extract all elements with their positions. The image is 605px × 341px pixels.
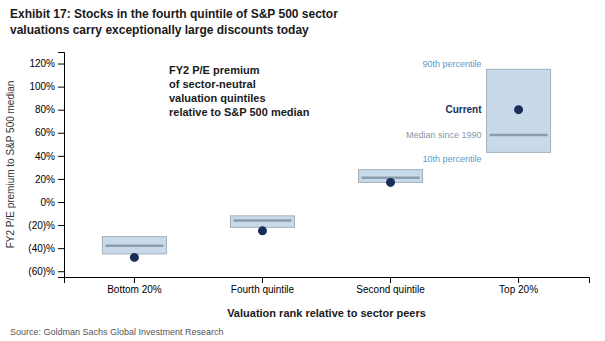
annotation-line: of sector-neutral: [169, 78, 256, 90]
chart: Exhibit 17: Stocks in the fourth quintil…: [0, 0, 605, 341]
x-tick-line: [390, 277, 391, 283]
y-tick: 0%: [41, 197, 64, 208]
medians: [105, 135, 547, 246]
y-tick-label: 20%: [35, 174, 55, 185]
y-tick-line: [58, 156, 64, 157]
box: [487, 69, 551, 152]
currents: [130, 105, 523, 262]
annotation-line: relative to S&P 500 median: [169, 106, 310, 118]
marks: [102, 69, 550, 262]
y-tick-line: [58, 64, 64, 65]
annotation-line: FY2 P/E premium: [169, 64, 260, 76]
y-tick-line: [58, 110, 64, 111]
boxes: [102, 69, 550, 254]
y-tick: 100%: [29, 81, 64, 92]
y-tick: (60)%: [28, 266, 64, 277]
key-labels: 90th percentile Current Median since 1990 1…: [406, 59, 482, 163]
y-tick-label: 100%: [29, 81, 55, 92]
x-tick-label: Fourth quintile: [231, 284, 295, 295]
x-tick: Top 20%: [499, 277, 538, 295]
y-tick-label: (20)%: [28, 220, 55, 231]
y-tick: (40)%: [28, 243, 64, 254]
y-tick-line: [58, 87, 64, 88]
y-tick-line: [58, 202, 64, 203]
box: [102, 237, 166, 254]
y-tick: 40%: [35, 151, 64, 162]
annotation-line: valuation quintiles: [169, 92, 266, 104]
y-tick-label: 40%: [35, 151, 55, 162]
y-axis: (60)% (40)% (20)% 0% 20% 40% 60% 80% 100% 120%: [28, 53, 64, 278]
current-dot: [514, 105, 523, 114]
median-line: [490, 134, 548, 137]
x-tick: Bottom 20%: [107, 277, 162, 295]
y-axis-title: FY2 P/E premium to S&P 500 median: [5, 81, 16, 249]
x-tick: Second quintile: [356, 277, 425, 295]
x-tick-line: [518, 277, 519, 283]
y-tick-line: [58, 225, 64, 226]
title: Exhibit 17: Stocks in the fourth quintil…: [10, 7, 338, 21]
y-tick-label: 80%: [35, 104, 55, 115]
x-tick-label: Second quintile: [356, 284, 425, 295]
median-line: [105, 245, 163, 248]
x-axis: Bottom 20% Fourth quintile Second quintile…: [65, 277, 590, 295]
current-dot: [130, 253, 139, 262]
y-tick: 60%: [35, 127, 64, 138]
y-tick: (20)%: [28, 220, 64, 231]
y-tick-label: 0%: [41, 197, 56, 208]
label-median: Median since 1990: [406, 130, 482, 140]
x-tick-line: [262, 277, 263, 283]
x-tick-label: Bottom 20%: [107, 284, 162, 295]
y-tick-label: (60)%: [28, 266, 55, 277]
y-tick: 120%: [29, 58, 64, 69]
label-90: 90th percentile: [423, 59, 482, 69]
y-tick-label: (40)%: [28, 243, 55, 254]
x-tick-label: Top 20%: [499, 284, 538, 295]
y-tick: 20%: [35, 174, 64, 185]
x-axis-line: [65, 278, 590, 284]
y-tick-line: [58, 248, 64, 249]
y-tick-line: [58, 179, 64, 180]
subtitle: valuations carry exceptionally large dis…: [10, 23, 309, 37]
source: Source: Goldman Sachs Global Investment …: [10, 327, 224, 337]
current-dot: [386, 178, 395, 187]
label-10: 10th percentile: [423, 154, 482, 164]
x-tick: Fourth quintile: [231, 277, 295, 295]
label-current: Current: [445, 104, 482, 115]
y-tick-label: 120%: [29, 58, 55, 69]
y-tick-line: [58, 271, 64, 272]
plot: (60)% (40)% (20)% 0% 20% 40% 60% 80% 100% 120% Bot…: [28, 53, 589, 296]
x-axis-title: Valuation rank relative to sector peers: [227, 307, 426, 319]
y-tick: 80%: [35, 104, 64, 115]
current-dot: [258, 226, 267, 235]
annotation: FY2 P/E premium of sector-neutral valuatio…: [169, 64, 310, 118]
box: [230, 216, 294, 228]
median-line: [233, 219, 291, 222]
y-axis-line: [58, 53, 65, 278]
y-tick-line: [58, 133, 64, 134]
y-tick-label: 60%: [35, 127, 55, 138]
x-tick-line: [134, 277, 135, 283]
